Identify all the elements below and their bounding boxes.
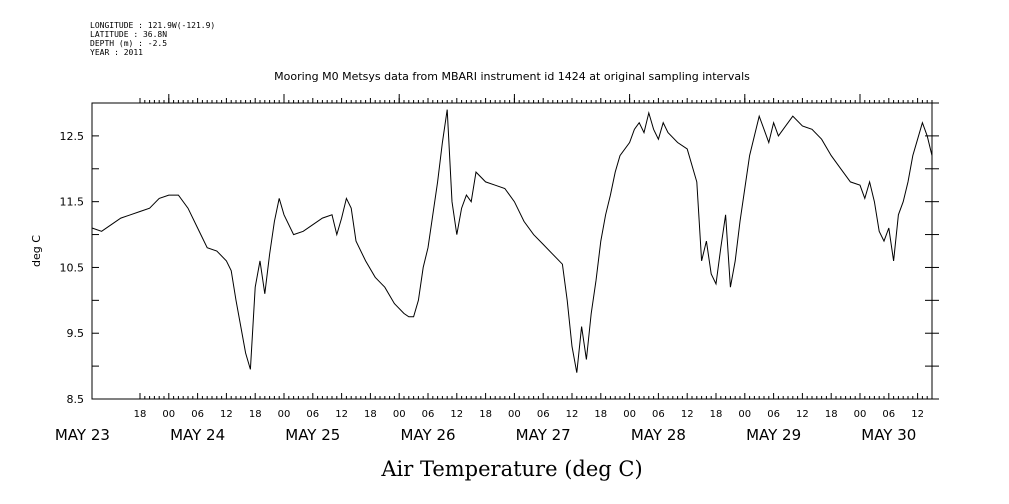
latitude-label: LATITUDE : 36.8N: [90, 30, 168, 39]
day-label: MAY 29: [746, 426, 801, 444]
y-tick-label: 11.5: [60, 196, 85, 209]
hour-tick-label: 18: [249, 409, 262, 420]
hour-tick-label: 00: [508, 409, 521, 420]
hour-tick-label: 00: [854, 409, 867, 420]
year-label: YEAR : 2011: [90, 48, 143, 57]
hour-tick-label: 00: [393, 409, 406, 420]
day-label: MAY 24: [170, 426, 225, 444]
hour-tick-label: 12: [681, 409, 694, 420]
hour-tick-label: 06: [191, 409, 204, 420]
hour-tick-label: 06: [422, 409, 435, 420]
day-label: MAY 25: [285, 426, 340, 444]
y-axis-label: deg C: [30, 235, 43, 267]
hour-tick-label: 06: [652, 409, 665, 420]
hour-tick-label: 06: [767, 409, 780, 420]
hour-tick-label: 06: [537, 409, 550, 420]
hour-tick-label: 12: [220, 409, 233, 420]
hour-tick-label: 06: [306, 409, 319, 420]
hour-tick-label: 18: [594, 409, 607, 420]
day-label: MAY 27: [516, 426, 571, 444]
y-tick-label: 12.5: [60, 130, 85, 143]
hour-tick-label: 18: [364, 409, 377, 420]
hour-tick-label: 00: [623, 409, 636, 420]
metadata-block: LONGITUDE : 121.9W(-121.9) LATITUDE : 36…: [90, 21, 215, 57]
hour-tick-label: 18: [825, 409, 838, 420]
day-label: MAY 26: [400, 426, 455, 444]
hour-tick-label: 18: [479, 409, 492, 420]
hour-tick-label: 18: [134, 409, 147, 420]
hour-tick-label: 12: [566, 409, 579, 420]
plot-frame: [91, 102, 933, 400]
day-label: MAY 30: [861, 426, 916, 444]
y-tick-labels: 8.5 9.5 10.5 11.5 12.5: [60, 130, 85, 406]
hour-tick-label: 18: [710, 409, 723, 420]
y-tick-label: 8.5: [67, 393, 85, 406]
hour-tick-label: 12: [796, 409, 809, 420]
hour-tick-label: 00: [738, 409, 751, 420]
day-label: MAY 28: [631, 426, 686, 444]
hour-tick-label: 00: [162, 409, 175, 420]
hour-tick-label: 12: [450, 409, 463, 420]
hour-tick-label: 12: [335, 409, 348, 420]
depth-label: DEPTH (m) : -2.5: [90, 39, 168, 48]
day-labels: MAY 23 MAY 24 MAY 25 MAY 26 MAY 27 MAY 28 MAY …: [55, 426, 916, 444]
y-tick-label: 9.5: [67, 327, 85, 340]
axis-ticks: [92, 94, 939, 400]
hour-tick-label: 06: [882, 409, 895, 420]
hour-tick-labels: 18 00 06 12 18 00 06 12 18 00 06 12 18 00 06 12 18 00 06 12…: [134, 409, 924, 420]
air-temperature-series-line: [91, 109, 933, 373]
x-axis-label: Air Temperature (deg C): [380, 457, 642, 481]
y-tick-label: 10.5: [60, 261, 85, 274]
longitude-label: LONGITUDE : 121.9W(-121.9): [90, 21, 216, 30]
day-label: MAY 23: [55, 426, 110, 444]
hour-tick-label: 12: [911, 409, 924, 420]
hour-tick-label: 00: [278, 409, 291, 420]
chart-title: Mooring M0 Metsys data from MBARI instru…: [274, 70, 750, 83]
